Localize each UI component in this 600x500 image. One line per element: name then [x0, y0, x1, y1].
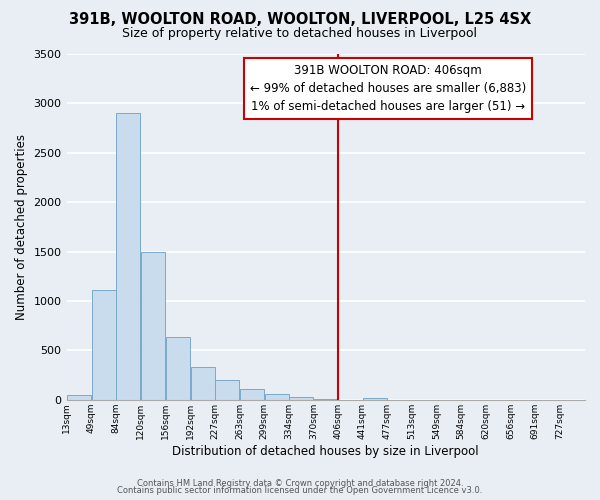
X-axis label: Distribution of detached houses by size in Liverpool: Distribution of detached houses by size … — [172, 444, 479, 458]
Text: Contains HM Land Registry data © Crown copyright and database right 2024.: Contains HM Land Registry data © Crown c… — [137, 478, 463, 488]
Bar — [166, 337, 190, 400]
Bar — [215, 380, 239, 400]
Y-axis label: Number of detached properties: Number of detached properties — [15, 134, 28, 320]
Bar — [191, 366, 215, 400]
Text: Size of property relative to detached houses in Liverpool: Size of property relative to detached ho… — [122, 28, 478, 40]
Bar — [92, 290, 116, 400]
Bar — [265, 394, 289, 400]
Bar — [116, 114, 140, 400]
Bar — [239, 390, 264, 400]
Text: 391B WOOLTON ROAD: 406sqm
← 99% of detached houses are smaller (6,883)
1% of sem: 391B WOOLTON ROAD: 406sqm ← 99% of detac… — [250, 64, 526, 114]
Text: Contains public sector information licensed under the Open Government Licence v3: Contains public sector information licen… — [118, 486, 482, 495]
Text: 391B, WOOLTON ROAD, WOOLTON, LIVERPOOL, L25 4SX: 391B, WOOLTON ROAD, WOOLTON, LIVERPOOL, … — [69, 12, 531, 28]
Bar — [141, 252, 165, 400]
Bar — [362, 398, 387, 400]
Bar — [314, 398, 338, 400]
Bar — [289, 398, 313, 400]
Bar — [67, 395, 91, 400]
